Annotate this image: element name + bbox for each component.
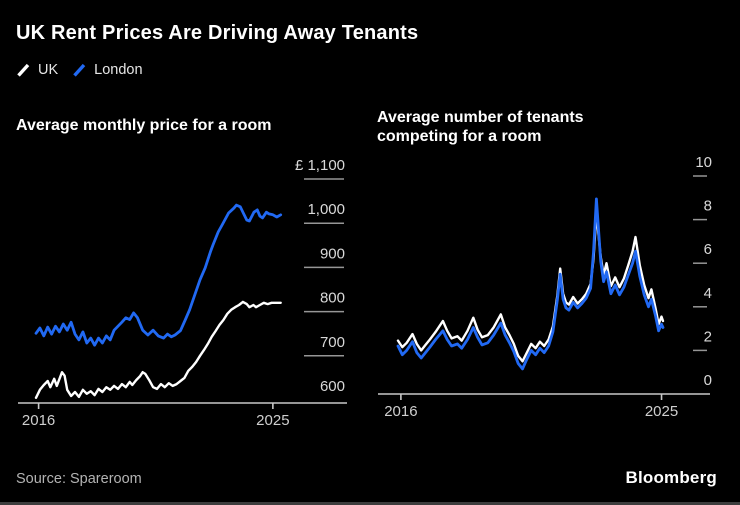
london-slash-icon [73,63,86,77]
legend-item-london: London [72,62,143,78]
y-axis-label: 10 [695,154,712,171]
price-chart-title: Average monthly price for a room [16,117,272,134]
x-axis-label: 2016 [384,403,417,420]
y-axis-label: 700 [320,334,345,351]
series-line-london [396,197,665,371]
y-axis-label: £ 1,100 [295,157,345,174]
price-chart: £ 1,100 1,000 900 800 700 600 2016 2025 [18,157,347,429]
series-line-uk [34,300,282,400]
bottom-divider [0,502,740,505]
x-axis-label: 2016 [22,412,55,429]
uk-line-swatch-icon [17,63,30,77]
y-axis-label: 6 [704,241,712,258]
page-title: UK Rent Prices Are Driving Away Tenants [16,22,419,44]
series-line-london [34,203,283,347]
y-axis-label: 800 [320,290,345,307]
x-axis-label: 2025 [645,403,678,420]
y-axis-label: 0 [704,372,712,389]
tenants-chart: 10 8 6 4 2 0 2016 2025 [378,154,712,420]
legend-label-london: London [94,62,143,78]
y-axis-label: 2 [704,328,712,345]
tenants-chart-title: Average number of tenants competing for … [377,109,584,145]
y-axis-label: 4 [704,285,712,302]
y-axis-label: 8 [704,198,712,215]
uk-slash-icon [17,63,30,77]
source-attribution: Source: Spareroom [16,471,142,487]
y-axis-label: 1,000 [307,201,345,218]
legend-label-uk: UK [38,62,59,78]
london-line-swatch-icon [73,63,86,77]
series-line-uk [396,211,665,363]
y-axis-label: 600 [320,378,345,395]
y-axis-label: 900 [320,245,345,262]
chart-legend: UK London [16,62,143,78]
x-axis-label: 2025 [256,412,289,429]
bloomberg-logo: Bloomberg [625,468,717,487]
legend-item-uk: UK [16,62,58,78]
